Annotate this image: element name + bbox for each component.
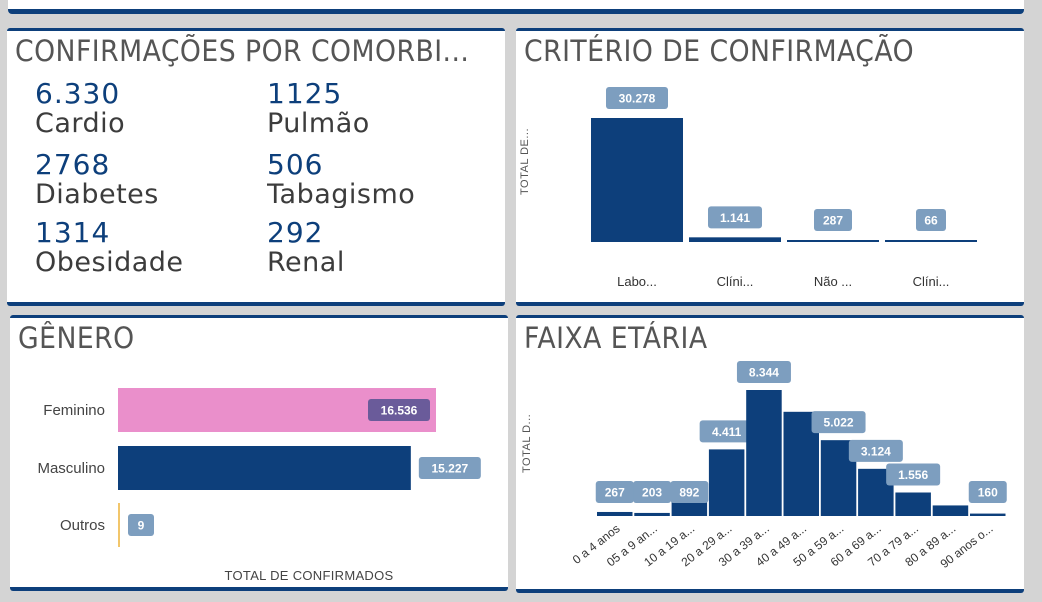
age-data-label: 5.022 xyxy=(824,416,854,430)
age-data-label-bg xyxy=(670,481,709,503)
age-data-label: 1.556 xyxy=(898,468,928,482)
age-bar xyxy=(671,502,708,516)
metric-label: Pulmão xyxy=(267,108,370,139)
age-data-label: 892 xyxy=(679,486,699,500)
age-data-label-bg xyxy=(886,463,941,486)
age-bar xyxy=(708,449,745,516)
metric-value: 1314 xyxy=(35,216,111,249)
age-panel[interactable]: FAIXA ETÁRIA TOTAL D... 267 0 a 4 anos 203… xyxy=(516,315,1024,593)
criteria-data-label: 30.278 xyxy=(619,92,656,106)
age-bar xyxy=(597,511,633,516)
age-data-label-bg xyxy=(699,420,754,443)
metric-label: Renal xyxy=(267,247,345,278)
criteria-data-label: 287 xyxy=(823,214,843,228)
gender-data-label-bg xyxy=(368,399,430,421)
gender-x-axis-label: TOTAL DE CONFIRMADOS xyxy=(224,568,394,583)
metric-value: 292 xyxy=(267,216,324,249)
comorbidity-panel[interactable]: CONFIRMAÇÕES POR COMORBI... 6.330 Cardio… xyxy=(7,28,505,306)
metric-label: Diabetes xyxy=(35,179,159,210)
criteria-bar xyxy=(787,240,879,242)
criteria-data-label-bg xyxy=(708,206,762,229)
criteria-data-label-bg xyxy=(606,87,668,109)
criteria-bar xyxy=(591,118,683,242)
age-data-label: 160 xyxy=(978,486,998,500)
metric-label: Cardio xyxy=(35,108,126,139)
criteria-bar xyxy=(885,240,977,242)
criteria-category-label: Não ... xyxy=(814,274,852,289)
criteria-data-label-bg xyxy=(814,209,852,231)
age-data-label-bg xyxy=(595,481,634,503)
top-panel-strip xyxy=(8,0,1024,14)
age-data-label: 267 xyxy=(605,486,625,500)
criteria-title: CRITÉRIO DE CONFIRMAÇÃO xyxy=(524,34,915,68)
gender-chart: Feminino 16.536 Masculino 15.227 Outros 9 xyxy=(37,388,481,547)
age-data-label: 3.124 xyxy=(861,444,891,458)
age-data-label-bg xyxy=(968,481,1007,503)
metric-value: 506 xyxy=(267,150,324,181)
age-title: FAIXA ETÁRIA xyxy=(524,321,708,355)
comorbidity-title: CONFIRMAÇÕES POR COMORBI... xyxy=(15,34,470,68)
criteria-chart: 30.278 Labo... 1.141 Clíni... 287 Não ... 66 Cl… xyxy=(591,87,977,289)
gender-bar xyxy=(118,446,411,490)
metric-cardio: 6.330 Cardio xyxy=(35,79,125,139)
age-bar xyxy=(746,390,782,516)
gender-category-label: Feminino xyxy=(43,402,105,419)
age-data-label-bg xyxy=(848,439,903,462)
age-data-label-bg xyxy=(633,481,672,503)
age-bar xyxy=(634,512,670,516)
age-data-label: 8.344 xyxy=(749,366,779,380)
metric-pulmao: 1125 Pulmão xyxy=(267,79,370,139)
gender-bar xyxy=(118,503,120,547)
age-bar xyxy=(970,513,1006,516)
criteria-data-label: 1.141 xyxy=(720,211,750,225)
age-bar xyxy=(895,492,931,516)
criteria-panel[interactable]: CRITÉRIO DE CONFIRMAÇÃO TOTAL DE... 30.2… xyxy=(516,28,1024,306)
metric-diabetes: 2768 Diabetes xyxy=(35,150,159,210)
metric-obesidade: 1314 Obesidade xyxy=(35,218,184,278)
age-data-label: 4.411 xyxy=(712,425,742,439)
criteria-data-label: 66 xyxy=(924,214,938,228)
gender-data-label: 15.227 xyxy=(431,462,468,476)
age-data-label-bg xyxy=(736,361,791,383)
criteria-bar xyxy=(689,237,781,242)
gender-category-label: Masculino xyxy=(37,460,105,477)
metric-value: 2768 xyxy=(35,148,111,181)
metric-renal: 292 Renal xyxy=(267,218,345,278)
criteria-category-label: Clíni... xyxy=(717,274,754,289)
gender-panel[interactable]: GÊNERO Feminino 16.536 Masculino 15.227 Outr… xyxy=(10,315,508,591)
gender-data-label-bg xyxy=(418,457,481,479)
gender-data-label: 16.536 xyxy=(381,404,418,418)
metric-value: 1125 xyxy=(267,77,343,110)
age-bar xyxy=(932,505,969,516)
criteria-category-label: Clíni... xyxy=(913,274,950,289)
age-data-label-bg xyxy=(811,411,866,434)
criteria-category-label: Labo... xyxy=(617,274,657,289)
gender-data-label-bg xyxy=(128,514,154,536)
metric-value: 6.330 xyxy=(35,77,121,110)
age-data-label: 203 xyxy=(642,486,662,500)
metric-label: Obesidade xyxy=(35,247,184,278)
gender-data-label: 9 xyxy=(138,519,145,533)
metric-label: Tabagismo xyxy=(267,179,416,209)
gender-category-label: Outros xyxy=(60,517,105,534)
gender-title: GÊNERO xyxy=(18,321,135,355)
metric-tabagismo: 506 Tabagismo xyxy=(267,150,415,208)
criteria-data-label-bg xyxy=(916,209,946,231)
